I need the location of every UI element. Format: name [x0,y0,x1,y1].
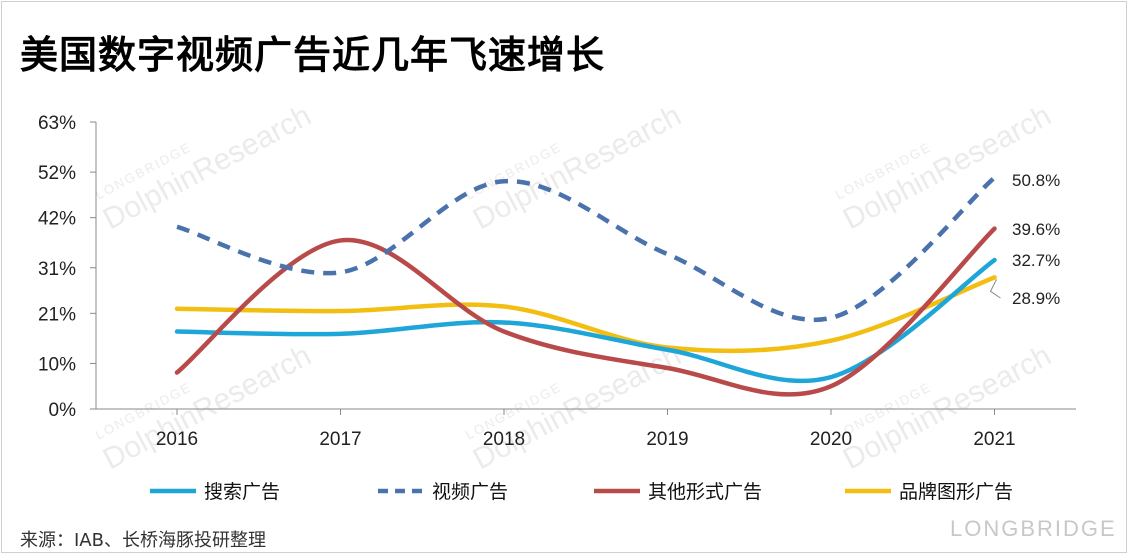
watermark-text: DolphinResearch [98,339,317,476]
annotation-leader [989,279,1001,299]
legend-label-brand: 品牌图形广告 [899,481,1013,503]
watermark-text: DolphinResearch [468,99,687,236]
annotation-label: 39.6% [1012,220,1060,239]
series-line-video [176,175,996,322]
x-tick-label: 2017 [319,429,361,450]
y-tick-label: 42% [38,209,76,230]
series-line-brand [174,275,997,354]
x-tick-label: 2018 [483,429,525,450]
legend: 搜索广告 视频广告 其他形式广告 品牌图形广告 [150,481,1013,503]
annotation-label: 32.7% [1012,251,1060,270]
y-tick-label: 52% [38,163,76,184]
source-note: 来源：IAB、长桥海豚投研整理 [20,530,266,551]
annotation-label: 50.8% [1012,171,1060,190]
brand-watermark: LONGBRIDGE [950,516,1117,541]
y-tick-label: 10% [38,354,76,375]
x-tick-label: 2016 [156,429,198,450]
y-tick-label: 0% [49,400,77,421]
legend-label-video: 视频广告 [432,481,508,503]
legend-label-search: 搜索广告 [204,481,280,503]
annotation-label: 28.9% [1012,289,1060,308]
axes: 0% 10% 21% 31% 42% 52% 63% 2016 2017 2018 2019 2020… [38,113,1076,450]
x-tick-label: 2020 [810,429,852,450]
x-tick-label: 2021 [973,429,1015,450]
legend-label-other: 其他形式广告 [648,481,762,503]
y-tick-label: 21% [38,304,76,325]
watermark-text: DolphinResearch [98,99,317,236]
y-tick-label: 63% [38,113,76,134]
watermark-text: DolphinResearch [468,339,687,476]
x-tick-label: 2019 [646,429,688,450]
watermark-text: DolphinResearch [838,99,1057,236]
series-line-other [174,226,997,397]
series-lines [174,175,997,397]
y-tick-label: 31% [38,259,76,280]
chart-title: 美国数字视频广告近几年飞速增长 [20,33,606,77]
annotations: 50.8% 39.6% 32.7% 28.9% [989,171,1060,308]
